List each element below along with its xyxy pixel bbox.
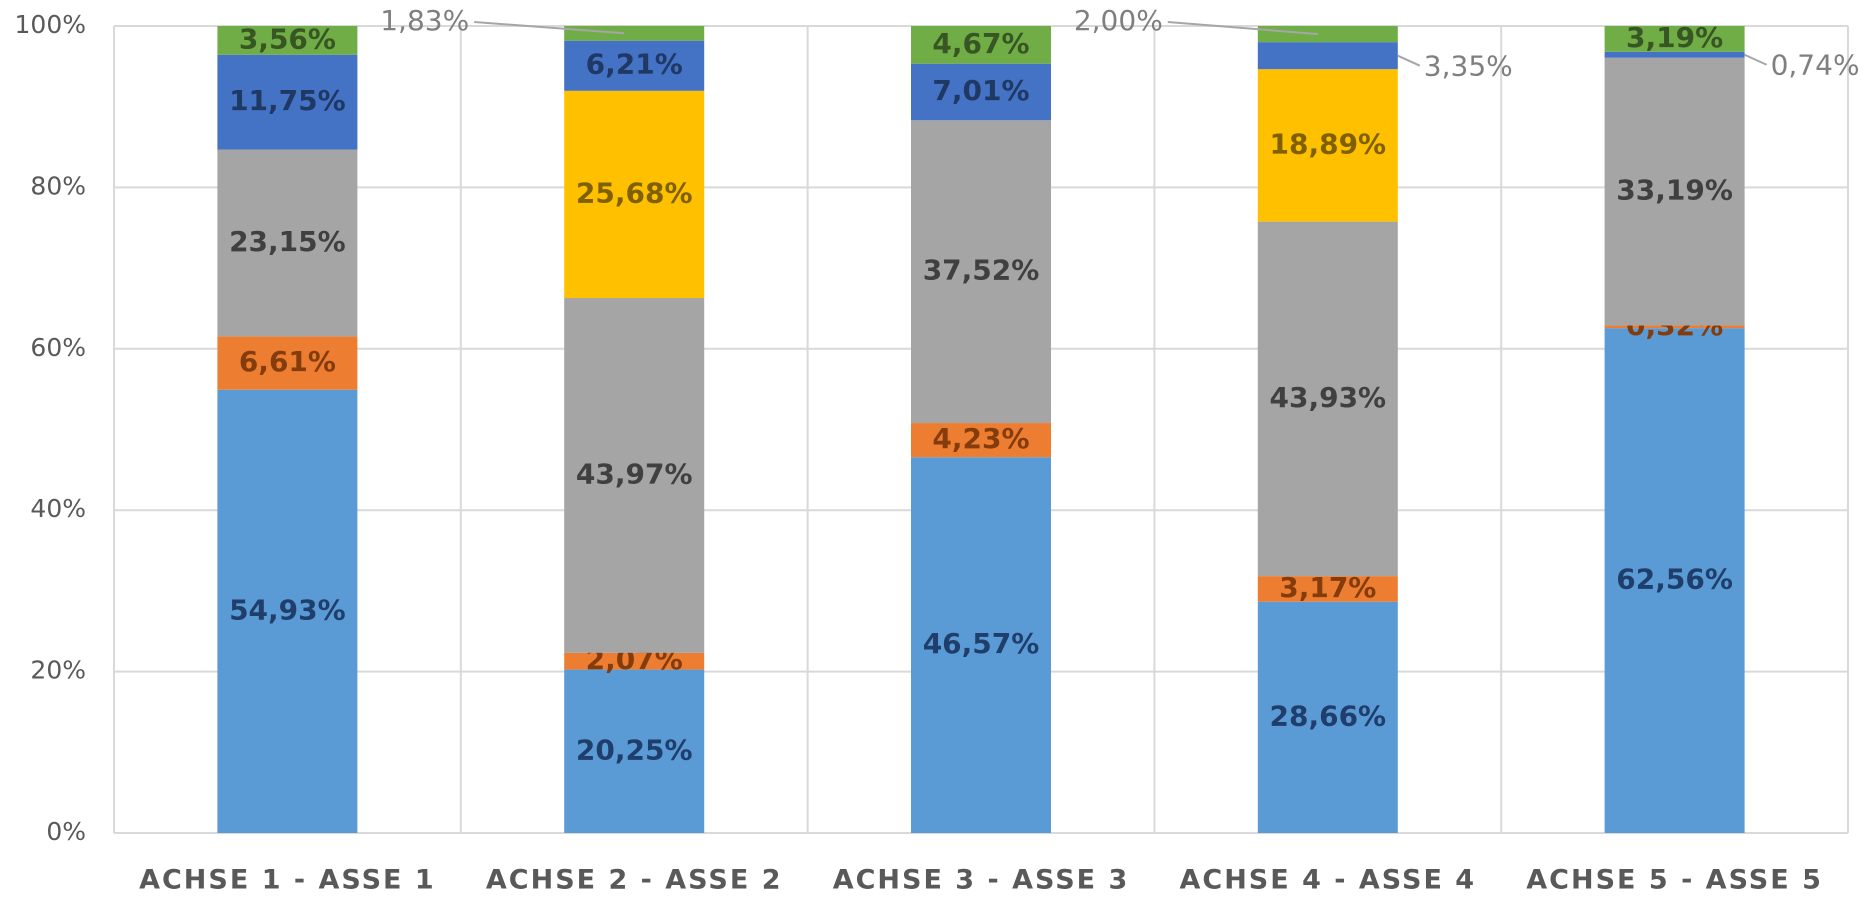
data-label: 62,56%	[1616, 563, 1733, 596]
bar-segment	[217, 149, 358, 337]
y-tick-label: 100%	[15, 10, 86, 39]
y-tick-label: 80%	[30, 171, 86, 200]
data-label: 3,17%	[1279, 571, 1376, 604]
y-tick-label: 0%	[46, 817, 86, 846]
leader-line	[474, 21, 625, 35]
x-tick-label: ACHSE 3 - ASSE 3	[833, 865, 1130, 896]
data-label: 3,19%	[1626, 21, 1723, 54]
bar-segment	[1604, 26, 1745, 52]
data-label: 3,56%	[239, 22, 336, 55]
y-tick-label: 20%	[30, 656, 86, 685]
bar-segment	[911, 120, 1051, 424]
data-label: 23,15%	[229, 225, 346, 258]
data-label: 28,66%	[1269, 699, 1386, 732]
bar-segment	[1604, 325, 1745, 329]
data-label: 2,00%	[1074, 4, 1163, 37]
bar-segment	[217, 54, 358, 150]
data-label: 4,67%	[932, 27, 1029, 60]
x-tick-label: ACHSE 1 - ASSE 1	[139, 865, 436, 896]
bar-segment	[1604, 57, 1745, 326]
y-tick-label: 40%	[30, 494, 86, 523]
data-label: 0,74%	[1771, 49, 1860, 82]
bar-segment	[564, 25, 705, 41]
leader-line	[1744, 53, 1768, 66]
data-label: 20,25%	[576, 733, 693, 766]
bar-segment	[1257, 221, 1398, 577]
data-label: 25,68%	[576, 176, 693, 209]
data-label: 46,57%	[923, 627, 1040, 660]
bar-segment	[911, 63, 1051, 121]
bar-segment	[1257, 601, 1398, 833]
data-label: 54,93%	[229, 593, 346, 626]
x-tick-label: ACHSE 4 - ASSE 4	[1179, 865, 1476, 896]
data-label: 1,83%	[380, 4, 469, 37]
data-label: 11,75%	[229, 84, 346, 117]
bar-segment	[1257, 576, 1398, 602]
data-label: 33,19%	[1616, 174, 1733, 207]
data-label: 6,61%	[239, 345, 336, 378]
bar-segment	[1257, 69, 1398, 222]
data-label: 37,52%	[923, 254, 1040, 287]
bar-segment	[564, 298, 705, 653]
leader-line	[1167, 21, 1318, 36]
bar-segment	[911, 423, 1051, 458]
bar-segment	[217, 26, 358, 55]
data-label: 18,89%	[1269, 127, 1386, 160]
x-tick-label: ACHSE 5 - ASSE 5	[1526, 865, 1823, 896]
data-label: 3,35%	[1424, 50, 1513, 83]
data-label: 7,01%	[932, 74, 1029, 107]
data-label: 43,93%	[1269, 381, 1386, 414]
bar-segment	[564, 40, 705, 91]
bar-segment	[1604, 328, 1745, 833]
leader-line	[1397, 54, 1421, 67]
bar-segment	[564, 90, 705, 299]
data-label: 6,21%	[586, 48, 683, 81]
y-tick-label: 60%	[30, 333, 86, 362]
bar-segment	[911, 26, 1051, 64]
bar-segment	[911, 457, 1051, 833]
bar-segment	[1257, 26, 1398, 43]
bar-segment	[564, 669, 705, 833]
data-label: 4,23%	[932, 422, 1029, 455]
bar-segment	[217, 389, 358, 833]
x-tick-label: ACHSE 2 - ASSE 2	[486, 865, 783, 896]
data-label: 43,97%	[576, 457, 693, 490]
bar-segment	[1257, 42, 1398, 70]
bar-segment	[564, 652, 705, 670]
bar-segment	[217, 336, 358, 390]
bar-segment	[1604, 51, 1745, 58]
